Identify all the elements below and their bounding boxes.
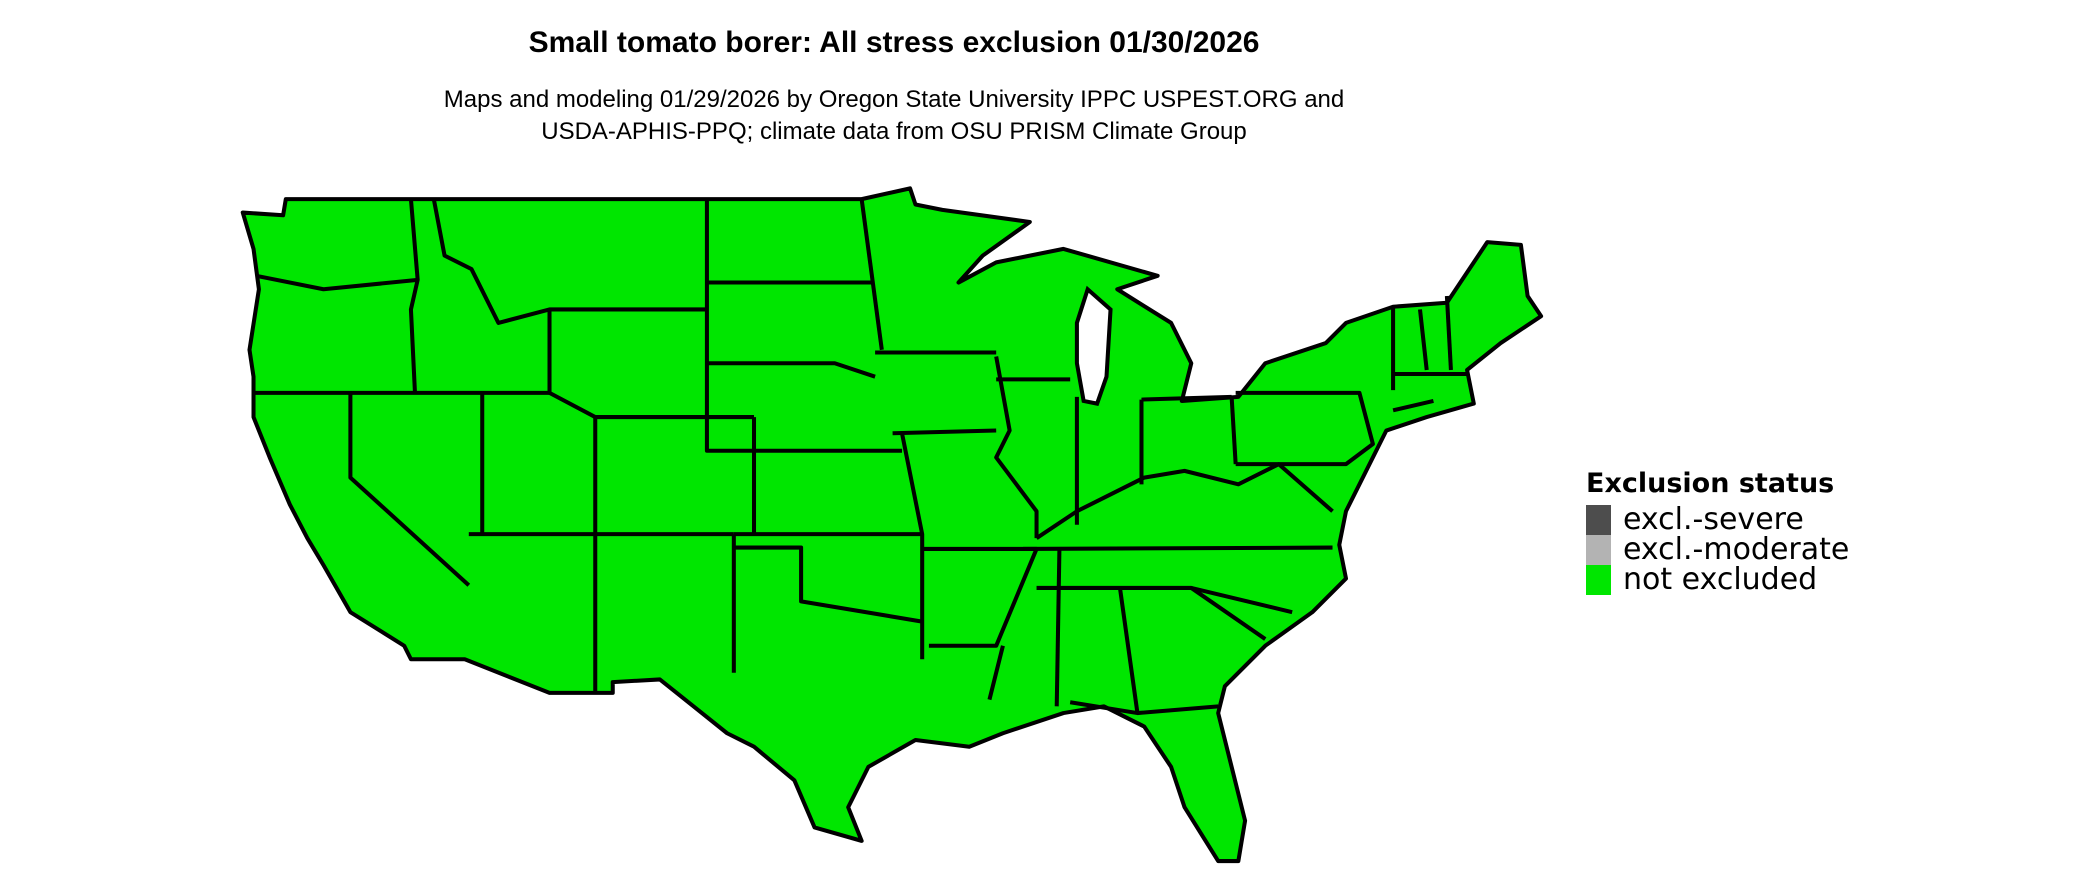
map-title: Small tomato borer: All stress exclusion… [528,26,1260,59]
legend-item-not-excluded: not excluded [1586,565,1849,595]
map-subtitle-line-1: Maps and modeling 01/29/2026 by Oregon S… [443,86,1345,113]
legend-item-severe: excl.-severe [1586,505,1849,535]
legend-label-severe: excl.-severe [1623,502,1804,537]
legend-swatch-severe [1586,505,1611,535]
legend: Exclusion status excl.-severe excl.-mode… [1586,468,1849,595]
state-boundaries [253,198,1468,716]
legend-label-moderate: excl.-moderate [1623,532,1850,567]
lake-michigan [1074,285,1113,406]
legend-swatch-not-excluded [1586,565,1611,595]
map-subtitle-line-2: USDA-APHIS-PPQ; climate data from OSU PR… [541,118,1247,145]
legend-title: Exclusion status [1586,468,1835,499]
legend-item-moderate: excl.-moderate [1586,535,1849,565]
us-outline [240,186,1544,864]
legend-swatch-moderate [1586,535,1611,565]
legend-label-not-excluded: not excluded [1623,562,1818,597]
